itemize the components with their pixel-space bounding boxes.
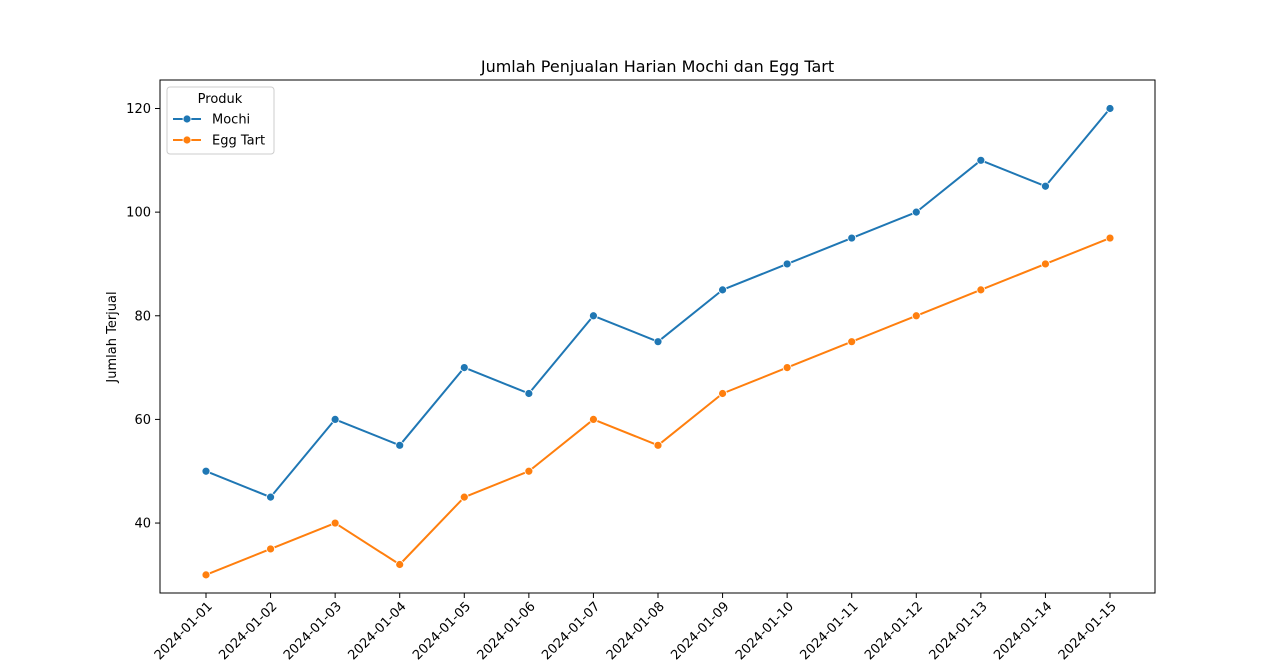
legend-label-mochi: Mochi bbox=[212, 113, 250, 128]
data-point-mochi bbox=[330, 415, 340, 424]
data-point-egg-tart bbox=[459, 492, 469, 502]
data-point-egg-tart bbox=[589, 415, 598, 424]
data-point-mochi bbox=[395, 440, 405, 450]
legend-label-egg-tart: Egg Tart bbox=[212, 134, 265, 149]
data-point-egg-tart bbox=[911, 311, 921, 321]
data-point-mochi bbox=[1105, 104, 1115, 113]
plot-area bbox=[201, 104, 1115, 580]
data-point-egg-tart bbox=[201, 570, 211, 580]
data-point-egg-tart bbox=[718, 389, 727, 398]
legend-marker-egg-tart bbox=[182, 135, 192, 145]
y-tick-label: 60 bbox=[134, 413, 151, 428]
data-point-mochi bbox=[653, 337, 663, 347]
data-point-egg-tart bbox=[330, 518, 340, 528]
legend-marker-mochi bbox=[182, 114, 192, 124]
data-point-egg-tart bbox=[524, 466, 534, 476]
data-point-mochi bbox=[718, 285, 727, 295]
data-point-mochi bbox=[201, 466, 211, 476]
data-point-egg-tart bbox=[1041, 259, 1050, 269]
data-point-egg-tart bbox=[1105, 233, 1115, 243]
y-axis-label: Jumlah Terjual bbox=[105, 291, 120, 383]
data-point-mochi bbox=[911, 207, 921, 217]
y-tick-label: 40 bbox=[134, 517, 151, 532]
data-point-egg-tart bbox=[847, 337, 857, 347]
legend: Produk Mochi Egg Tart bbox=[166, 86, 275, 155]
data-point-mochi bbox=[266, 492, 275, 502]
data-point-egg-tart bbox=[395, 560, 405, 569]
y-tick-label: 120 bbox=[126, 102, 151, 117]
legend-title: Produk bbox=[198, 92, 243, 107]
data-point-mochi bbox=[459, 363, 469, 372]
data-point-mochi bbox=[976, 155, 986, 165]
y-tick-label: 80 bbox=[134, 309, 151, 324]
data-point-mochi bbox=[782, 259, 792, 269]
data-point-egg-tart bbox=[653, 440, 663, 450]
chart-title: Jumlah Penjualan Harian Mochi dan Egg Ta… bbox=[480, 57, 834, 76]
data-point-mochi bbox=[524, 389, 534, 398]
data-point-egg-tart bbox=[976, 285, 986, 295]
data-point-mochi bbox=[589, 311, 598, 321]
data-point-mochi bbox=[1041, 181, 1050, 191]
data-point-egg-tart bbox=[782, 363, 792, 372]
data-point-mochi bbox=[847, 233, 857, 243]
legend-box bbox=[166, 86, 275, 155]
data-point-egg-tart bbox=[266, 544, 275, 554]
y-tick-label: 100 bbox=[126, 206, 151, 221]
